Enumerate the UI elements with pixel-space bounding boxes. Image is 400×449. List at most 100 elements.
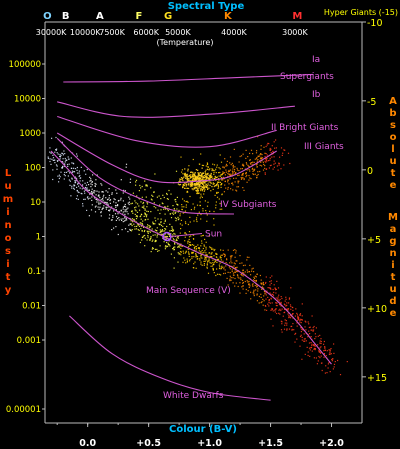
star-dot: [160, 231, 162, 233]
star-dot: [317, 344, 319, 346]
star-dot: [149, 239, 151, 241]
star-dot: [257, 173, 259, 176]
star-dot: [105, 190, 107, 192]
star-dot: [86, 209, 88, 211]
star-dot: [205, 165, 207, 167]
star-dot: [70, 167, 72, 169]
star-dot: [183, 200, 185, 202]
star-dot: [284, 149, 286, 151]
star-dot: [193, 177, 195, 179]
star-dot: [214, 194, 216, 196]
star-dot: [78, 191, 80, 194]
star-dot: [246, 259, 248, 261]
star-dot: [254, 168, 256, 170]
star-dot: [241, 164, 244, 166]
star-dot: [145, 216, 148, 218]
star-dot: [211, 256, 213, 258]
star-dot: [242, 173, 244, 176]
star-dot: [193, 234, 195, 236]
star-dot: [276, 312, 278, 315]
star-dot: [274, 162, 276, 164]
star-dot: [202, 186, 205, 188]
star-dot: [90, 186, 92, 188]
star-dot: [186, 176, 188, 178]
star-dot: [250, 291, 252, 293]
star-dot: [204, 238, 206, 240]
star-dot: [62, 165, 64, 167]
star-dot: [91, 204, 93, 206]
star-dot: [280, 320, 282, 322]
star-dot: [324, 372, 326, 374]
star-dot: [328, 362, 330, 364]
star-dot: [168, 233, 170, 236]
star-dot: [300, 334, 302, 336]
star-dot: [199, 204, 201, 207]
star-dot: [179, 232, 181, 234]
star-dot: [134, 220, 136, 222]
class-curve: [63, 73, 314, 83]
star-dot: [61, 152, 63, 154]
sun-leader-line: [170, 233, 203, 237]
star-dot: [217, 184, 219, 186]
star-dot: [275, 288, 277, 290]
star-dot: [77, 182, 79, 184]
star-dot: [228, 169, 230, 172]
star-dot: [277, 169, 279, 171]
star-dot: [204, 200, 206, 202]
star-dot: [246, 163, 248, 165]
star-dot: [249, 264, 251, 266]
star-dot: [253, 161, 255, 163]
star-dot: [203, 184, 205, 186]
class-label: III Giants: [304, 142, 344, 152]
star-dot: [314, 348, 316, 350]
star-dot: [208, 257, 210, 259]
star-dot: [138, 223, 140, 225]
star-dot: [314, 338, 316, 340]
star-dot: [224, 253, 226, 255]
star-dot: [168, 240, 170, 242]
star-dot: [215, 179, 217, 181]
star-dot: [146, 226, 148, 228]
star-dot: [117, 213, 119, 215]
star-dot: [56, 148, 58, 150]
star-dot: [219, 257, 221, 259]
star-dot: [282, 152, 284, 154]
star-dot: [158, 250, 160, 252]
star-dot: [304, 340, 306, 342]
star-dot: [141, 214, 143, 216]
star-dot: [203, 193, 205, 195]
star-dot: [308, 323, 310, 325]
star-dot: [235, 260, 237, 262]
star-dot: [200, 190, 202, 192]
star-dot: [202, 252, 204, 254]
star-dot: [263, 290, 266, 293]
star-dot: [159, 231, 161, 234]
star-dot: [99, 197, 101, 199]
star-dot: [238, 170, 240, 172]
right-axis-label-absolute-letter: t: [391, 168, 396, 179]
right-axis-label-absolute-letter: s: [390, 120, 396, 131]
star-dot: [320, 340, 322, 343]
star-dot: [229, 262, 231, 264]
star-dot: [179, 215, 181, 217]
star-dot: [56, 165, 58, 167]
star-dot: [212, 177, 214, 179]
star-dot: [181, 245, 183, 247]
star-dot: [135, 228, 138, 230]
star-dot: [249, 177, 251, 179]
star-dot: [100, 215, 102, 217]
left-tick-label: 1000: [19, 129, 41, 139]
star-dot: [284, 319, 286, 321]
star-dot: [231, 255, 233, 257]
star-dot: [52, 154, 54, 156]
star-dot: [131, 202, 133, 204]
star-dot: [266, 159, 268, 161]
star-dot: [159, 229, 161, 231]
spectral-type-label: G: [164, 11, 172, 22]
star-dot: [120, 197, 122, 199]
star-dot: [207, 172, 209, 174]
star-dot: [256, 177, 258, 179]
star-dot: [106, 202, 108, 204]
star-dot: [186, 260, 189, 262]
star-dot: [265, 158, 267, 161]
